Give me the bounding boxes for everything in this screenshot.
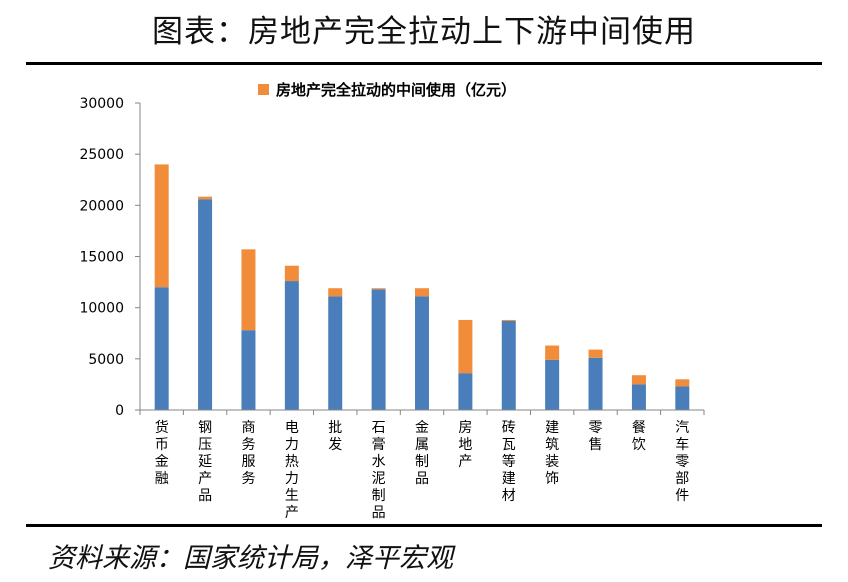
source-note: 资料来源：国家统计局，泽平宏观 bbox=[48, 543, 453, 574]
x-category-label-char: 装 bbox=[545, 454, 559, 470]
bar-pull-segment bbox=[198, 196, 213, 200]
x-category-label-char: 零 bbox=[675, 454, 689, 470]
bar-base-segment bbox=[241, 330, 256, 410]
x-category-label-char: 电 bbox=[285, 420, 299, 436]
x-category-label-char: 石 bbox=[372, 420, 386, 436]
x-category-label-char: 地 bbox=[458, 437, 472, 453]
y-tick-label: 5000 bbox=[88, 352, 124, 368]
y-tick-label: 0 bbox=[115, 403, 124, 419]
x-category-label-char: 生 bbox=[285, 488, 299, 504]
y-tick-label: 15000 bbox=[79, 250, 124, 266]
legend: 房地产完全拉动的中间使用（亿元） bbox=[258, 81, 516, 99]
x-category-label-char: 建 bbox=[545, 420, 559, 436]
bar-pull-segment bbox=[154, 164, 169, 288]
bar-base-segment bbox=[458, 373, 473, 410]
bar-base-segment bbox=[371, 289, 386, 410]
y-tick-label: 30000 bbox=[79, 96, 124, 112]
x-category-label-char: 力 bbox=[285, 437, 299, 453]
bar-base-segment bbox=[588, 357, 603, 410]
x-category-label-char: 产 bbox=[285, 505, 299, 521]
x-axis: 货币金融钢压延产品商务服务电力热力生产批发石膏水泥制品金属制品房地产砖瓦等建材建… bbox=[139, 409, 705, 521]
x-category-label-char: 金 bbox=[155, 454, 169, 470]
x-category-label-char: 筑 bbox=[545, 437, 559, 453]
x-category-label-char: 砖 bbox=[502, 420, 516, 436]
x-category-label-char: 件 bbox=[675, 488, 689, 504]
top-rule bbox=[26, 62, 822, 65]
bar-pull-segment bbox=[371, 288, 386, 290]
x-category-label-char: 餐 bbox=[632, 420, 646, 436]
y-tick-label: 10000 bbox=[79, 301, 124, 317]
x-category-label-char: 金 bbox=[415, 420, 429, 436]
x-category-label-char: 融 bbox=[155, 471, 169, 487]
bar-pull-segment bbox=[501, 319, 516, 321]
x-category-label-char: 材 bbox=[502, 488, 516, 504]
bar-pull-segment bbox=[241, 249, 256, 331]
bar-pull-segment bbox=[631, 375, 646, 385]
x-category-label-char: 延 bbox=[198, 454, 212, 470]
y-axis: 0 5000 10000 15000 20000 25000 30000 bbox=[79, 96, 141, 419]
x-category-label-char: 零 bbox=[589, 420, 603, 436]
x-category-label-char: 服 bbox=[241, 454, 255, 470]
x-category-label-char: 饮 bbox=[632, 437, 646, 453]
bar-base-segment bbox=[631, 384, 646, 410]
figure-title: 图表：房地产完全拉动上下游中间使用 bbox=[152, 14, 696, 50]
x-category-label-char: 售 bbox=[589, 437, 603, 453]
x-category-label-char: 瓦 bbox=[502, 437, 516, 453]
x-category-label-char: 部 bbox=[675, 471, 689, 487]
bar-base-segment bbox=[415, 296, 429, 410]
bar-pull-segment bbox=[284, 265, 299, 282]
bar-pull-segment bbox=[328, 288, 343, 297]
bar-pull-segment bbox=[458, 319, 473, 374]
bar-base-segment bbox=[198, 199, 213, 410]
bar-base-segment bbox=[545, 359, 560, 410]
x-category-label-char: 务 bbox=[241, 471, 255, 487]
x-category-label-char: 货 bbox=[155, 419, 169, 436]
legend-label: 房地产完全拉动的中间使用（亿元） bbox=[276, 81, 516, 99]
bar-base-segment bbox=[501, 320, 516, 410]
x-category-label-char: 发 bbox=[328, 437, 342, 453]
x-category-label-char: 品 bbox=[198, 488, 212, 504]
x-category-label-char: 务 bbox=[241, 437, 255, 453]
y-tick-label: 25000 bbox=[79, 147, 124, 163]
x-category-label-char: 泥 bbox=[372, 471, 386, 487]
x-category-label-char: 制 bbox=[415, 454, 429, 470]
bar-pull-segment bbox=[675, 379, 690, 387]
bar-pull-segment bbox=[415, 288, 429, 297]
x-category-label-char: 膏 bbox=[372, 436, 386, 453]
x-category-label-char: 水 bbox=[372, 454, 386, 470]
bar-base-segment bbox=[154, 287, 169, 410]
x-category-label-char: 制 bbox=[372, 488, 386, 504]
x-category-label-char: 热 bbox=[285, 454, 299, 470]
x-category-label-char: 汽 bbox=[675, 420, 689, 436]
bar-pull-segment bbox=[588, 349, 603, 358]
x-category-label-char: 力 bbox=[285, 471, 299, 487]
x-category-label-char: 批 bbox=[328, 420, 342, 436]
bar-base-segment bbox=[328, 296, 343, 410]
bar-base-segment bbox=[675, 386, 690, 410]
x-category-label-char: 压 bbox=[198, 437, 212, 453]
bar-base-segment bbox=[284, 281, 299, 410]
x-category-label-char: 属 bbox=[415, 437, 429, 453]
x-category-label-char: 房 bbox=[458, 420, 472, 436]
x-category-label-char: 品 bbox=[415, 471, 429, 487]
bottom-rule bbox=[26, 524, 822, 527]
x-category-label-char: 品 bbox=[372, 505, 386, 521]
x-category-label-char: 建 bbox=[502, 471, 516, 487]
x-category-label-char: 产 bbox=[458, 454, 472, 470]
legend-swatch bbox=[258, 84, 269, 95]
bar-pull-segment bbox=[545, 345, 560, 360]
x-category-label-char: 产 bbox=[198, 471, 212, 487]
bars bbox=[154, 164, 690, 410]
x-category-label-char: 币 bbox=[155, 437, 169, 453]
x-category-label-char: 商 bbox=[241, 420, 255, 436]
x-category-label-char: 饰 bbox=[545, 471, 559, 487]
x-category-label-char: 钢 bbox=[198, 420, 212, 436]
bar-chart: 房地产完全拉动的中间使用（亿元） 0 5000 10000 15000 20000 250… bbox=[79, 81, 705, 521]
y-tick-label: 20000 bbox=[79, 198, 124, 214]
x-category-label-char: 等 bbox=[502, 453, 516, 470]
x-category-label-char: 车 bbox=[675, 436, 689, 453]
